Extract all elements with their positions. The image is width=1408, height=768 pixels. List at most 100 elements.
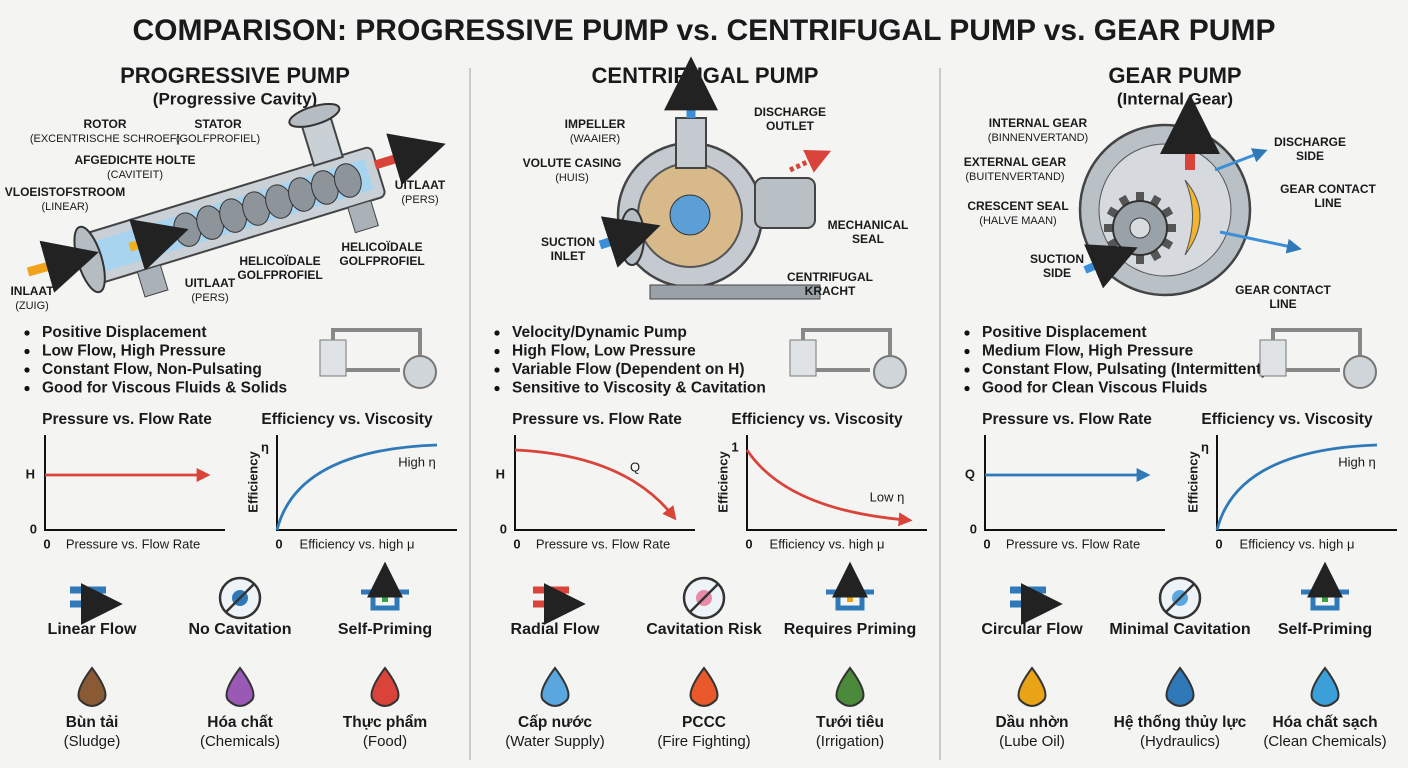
bullet-text: Medium Flow, High Pressure: [982, 343, 1194, 360]
bullet-dot: [964, 348, 970, 355]
bullet-dot: [24, 330, 30, 336]
part-sub: SIDE: [1043, 266, 1071, 280]
application-sub: (Lube Oil): [999, 733, 1065, 750]
chart-title: Pressure vs. Flow Rate: [512, 411, 682, 428]
application-name: Dầu nhờn: [995, 714, 1068, 731]
part-sub: SEAL: [852, 232, 884, 246]
outlet-arrow: [373, 133, 446, 186]
icon: [1010, 590, 1046, 604]
chart-caption: Pressure vs. Flow Rate: [536, 536, 670, 551]
x-axis-zero: 0: [1215, 536, 1222, 551]
schematic-tank: [1259, 339, 1287, 377]
bullet-dot: [24, 385, 30, 392]
chart-title: Efficiency vs. Viscosity: [261, 411, 433, 428]
icon: [689, 583, 719, 613]
feature-label: Cavitation Risk: [646, 621, 762, 638]
bullet-text: Positive Displacement: [982, 324, 1147, 341]
part-label: UITLAAT: [395, 178, 446, 192]
feature-label: Circular Flow: [981, 621, 1083, 638]
application-name: Tưới tiêu: [816, 714, 884, 731]
part-sub: KRACHT: [805, 284, 856, 298]
y-axis-label: H: [26, 466, 35, 481]
curve-label: Low η: [870, 489, 905, 504]
support-foot: [347, 200, 379, 234]
bullet-text: Good for Clean Viscous Fluids: [982, 380, 1207, 397]
chart-axes: [746, 435, 927, 531]
support-foot: [136, 264, 169, 298]
curve-label: Q: [630, 459, 640, 474]
application-sub: (Chemicals): [200, 733, 280, 750]
bullet-text: Velocity/Dynamic Pump: [512, 324, 687, 341]
bullet-text: Variable Flow (Dependent on H): [512, 361, 745, 378]
column-title: GEAR PUMP: [1108, 63, 1241, 88]
chart-caption: Efficiency vs. high μ: [1240, 536, 1355, 551]
part-sub: (PERS): [191, 292, 228, 304]
feature-label: No Cavitation: [188, 621, 291, 638]
crescent-seal: [1184, 179, 1201, 256]
main-title: COMPARISON: PROGRESSIVE PUMP vs. CENTRIF…: [133, 14, 1276, 47]
outlet-arrow: [788, 150, 832, 173]
bullet-dot: [24, 348, 30, 355]
feature-label: Requires Priming: [784, 621, 916, 638]
motor-shaft: [754, 177, 816, 229]
part-sub: (PERS): [401, 194, 438, 206]
bullet-text: Sensitive to Viscosity & Cavitation: [512, 380, 766, 397]
chart-axes: [44, 435, 225, 531]
pump-illustration: [73, 102, 386, 298]
rotor-helix: [333, 163, 362, 198]
bullet-text: Good for Viscous Fluids & Solids: [42, 380, 287, 397]
part-sub: (GOLFPROFIEL): [176, 133, 260, 145]
application-icon: [77, 666, 107, 707]
part-sub: (CAVITEIT): [107, 169, 163, 181]
schematic-pump: [403, 355, 437, 389]
icon: [533, 590, 569, 604]
y-axis-label: Efficiency: [1185, 451, 1200, 513]
schematic-pipe: [1271, 328, 1362, 372]
bullet-text: Low Flow, High Pressure: [42, 343, 226, 360]
part-sub: SIDE: [1296, 149, 1324, 163]
part-sub: LINE: [1314, 196, 1341, 210]
chart-curve: [1215, 443, 1378, 531]
feature-label: Minimal Cavitation: [1109, 621, 1250, 638]
gear-hub: [1129, 217, 1151, 239]
application-sub: (Clean Chemicals): [1263, 733, 1386, 750]
bullet-dot: [964, 330, 970, 336]
part-label: ROTOR: [83, 117, 126, 131]
part-sub: (HUIS): [555, 172, 589, 184]
chart-curve: [745, 449, 913, 527]
chart-curve: [514, 448, 677, 521]
application-sub: (Sludge): [64, 733, 121, 750]
application-icon: [1310, 666, 1340, 707]
part-label: UITLAAT: [185, 276, 236, 290]
chart-title: Pressure vs. Flow Rate: [982, 411, 1152, 428]
application-name: Hệ thống thủy lực: [1114, 714, 1247, 731]
feature-label: Linear Flow: [48, 621, 137, 638]
part-label: INLAAT: [10, 284, 54, 298]
part-sub: (HALVE MAAN): [979, 215, 1056, 227]
part-sub: GOLFPROFIEL: [237, 268, 322, 282]
outlet-flange: [288, 102, 341, 128]
chart-caption: Efficiency vs. high μ: [770, 536, 885, 551]
bullet-dot: [964, 367, 970, 373]
y-axis-label: Q: [965, 466, 975, 481]
part-label: GEAR CONTACT: [1235, 283, 1331, 297]
y-axis-zero: 0: [970, 521, 977, 536]
bullet-text: Constant Flow, Non-Pulsating: [42, 361, 262, 378]
schematic-pipe: [331, 328, 422, 372]
curve-label: High η: [398, 454, 436, 469]
part-label: SUCTION: [1030, 252, 1084, 266]
bullet-dot: [494, 330, 500, 336]
curve-label: High η: [1338, 454, 1376, 469]
part-sub: (LINEAR): [41, 201, 88, 213]
schematic-tank: [319, 339, 347, 377]
part-label: STATOR: [194, 117, 242, 131]
part-sub: (ZUIG): [15, 300, 49, 312]
exit-arrow: [1219, 230, 1302, 254]
part-label: IMPELLER: [565, 117, 626, 131]
application-icon: [1017, 666, 1047, 707]
bullet-text: Positive Displacement: [42, 324, 207, 341]
application-sub: (Hydraulics): [1140, 733, 1220, 750]
part-label: INTERNAL GEAR: [989, 116, 1088, 130]
icon: [1165, 583, 1195, 613]
